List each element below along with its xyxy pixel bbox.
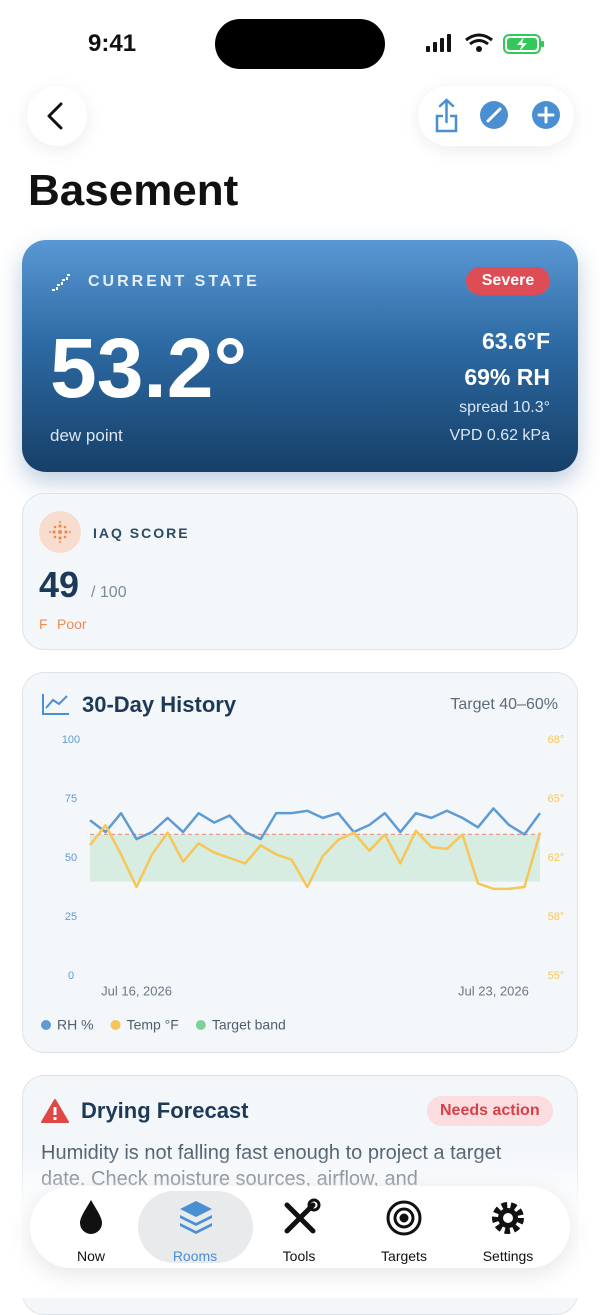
y2-tick-label: 68° xyxy=(547,733,564,745)
status-icons xyxy=(426,33,544,54)
tab-targets[interactable]: Targets xyxy=(381,1248,427,1264)
tab-settings[interactable]: Settings xyxy=(482,1248,534,1264)
history-card: 30-Day History Target 40–60% 0 25 50 75 100 5… xyxy=(22,672,578,1053)
x-tick-label: Jul 23, 2026 xyxy=(458,983,529,998)
iaq-max: / 100 xyxy=(91,584,127,601)
tab-rooms[interactable]: Rooms xyxy=(172,1248,218,1264)
y2-tick-label: 62° xyxy=(547,851,564,863)
rooms-icon xyxy=(180,1201,212,1234)
x-tick-label: Jul 16, 2026 xyxy=(101,983,172,998)
humidity: 69% RH xyxy=(464,364,550,390)
back-button[interactable] xyxy=(27,86,87,146)
spread: spread 10.3° xyxy=(459,399,550,416)
y-tick-label: 75 xyxy=(64,792,76,804)
series-line xyxy=(88,823,541,890)
legend-swatch xyxy=(195,1019,206,1030)
severity-badge: Severe xyxy=(466,267,550,295)
temperature: 63.6°F xyxy=(481,328,550,354)
dew-point-label: dew point xyxy=(50,426,123,445)
tab-now[interactable]: Now xyxy=(76,1248,105,1264)
iaq-score: 49 xyxy=(39,564,80,605)
iaq-label: IAQ SCORE xyxy=(93,525,190,541)
vpd: VPD 0.62 kPa xyxy=(449,427,551,444)
iaq-icon xyxy=(39,511,81,553)
y-tick-label: 50 xyxy=(64,851,76,863)
y2-tick-label: 65° xyxy=(547,792,564,804)
stairs-icon xyxy=(52,274,72,291)
now-icon xyxy=(80,1200,102,1234)
y-tick-label: 100 xyxy=(61,733,79,745)
history-chart: 30-Day History Target 40–60% 0 25 50 75 100 5… xyxy=(40,691,564,1032)
status-time: 9:41 xyxy=(88,30,137,57)
series-line xyxy=(88,806,541,840)
tools-icon xyxy=(284,1198,321,1234)
edit-button[interactable] xyxy=(480,101,508,129)
current-state-card: CURRENT STATE Severe 53.2° dew point 63.… xyxy=(22,240,578,472)
y-tick-label: 0 xyxy=(67,969,73,981)
legend-swatch xyxy=(40,1019,51,1030)
page-title: Basement xyxy=(28,166,239,215)
share-button[interactable] xyxy=(435,98,458,133)
iaq-card: IAQ SCORE 49 / 100 F Poor xyxy=(22,493,578,650)
target-band xyxy=(89,833,540,882)
action-group xyxy=(418,86,574,146)
dynamic-island xyxy=(215,19,385,69)
chart-title: 30-Day History xyxy=(82,691,237,716)
legend-label: Target band xyxy=(211,1016,285,1032)
legend-label: Temp °F xyxy=(126,1016,178,1032)
chart-subtitle: Target 40–60% xyxy=(450,696,558,713)
card-label: CURRENT STATE xyxy=(88,273,260,290)
forecast-title: Drying Forecast xyxy=(81,1098,249,1123)
y-tick-label: 25 xyxy=(64,910,76,922)
iaq-rating: Poor xyxy=(57,616,87,632)
forecast-badge: Needs action xyxy=(427,1096,553,1126)
dew-point-value: 53.2° xyxy=(50,321,248,415)
legend-label: RH % xyxy=(57,1016,94,1032)
tab-icons xyxy=(80,1198,524,1236)
warning-icon xyxy=(41,1099,69,1123)
settings-icon xyxy=(492,1202,524,1234)
y2-tick-label: 55° xyxy=(547,969,564,981)
legend-swatch xyxy=(110,1019,121,1030)
y2-tick-label: 58° xyxy=(547,910,564,922)
tab-bar xyxy=(30,1186,570,1268)
targets-icon xyxy=(386,1200,422,1236)
add-button[interactable] xyxy=(532,101,560,129)
iaq-grade: F xyxy=(39,616,48,632)
back-icon xyxy=(47,102,63,130)
action-icons xyxy=(435,98,560,133)
chart-icon xyxy=(41,693,69,715)
tab-tools[interactable]: Tools xyxy=(282,1248,316,1264)
